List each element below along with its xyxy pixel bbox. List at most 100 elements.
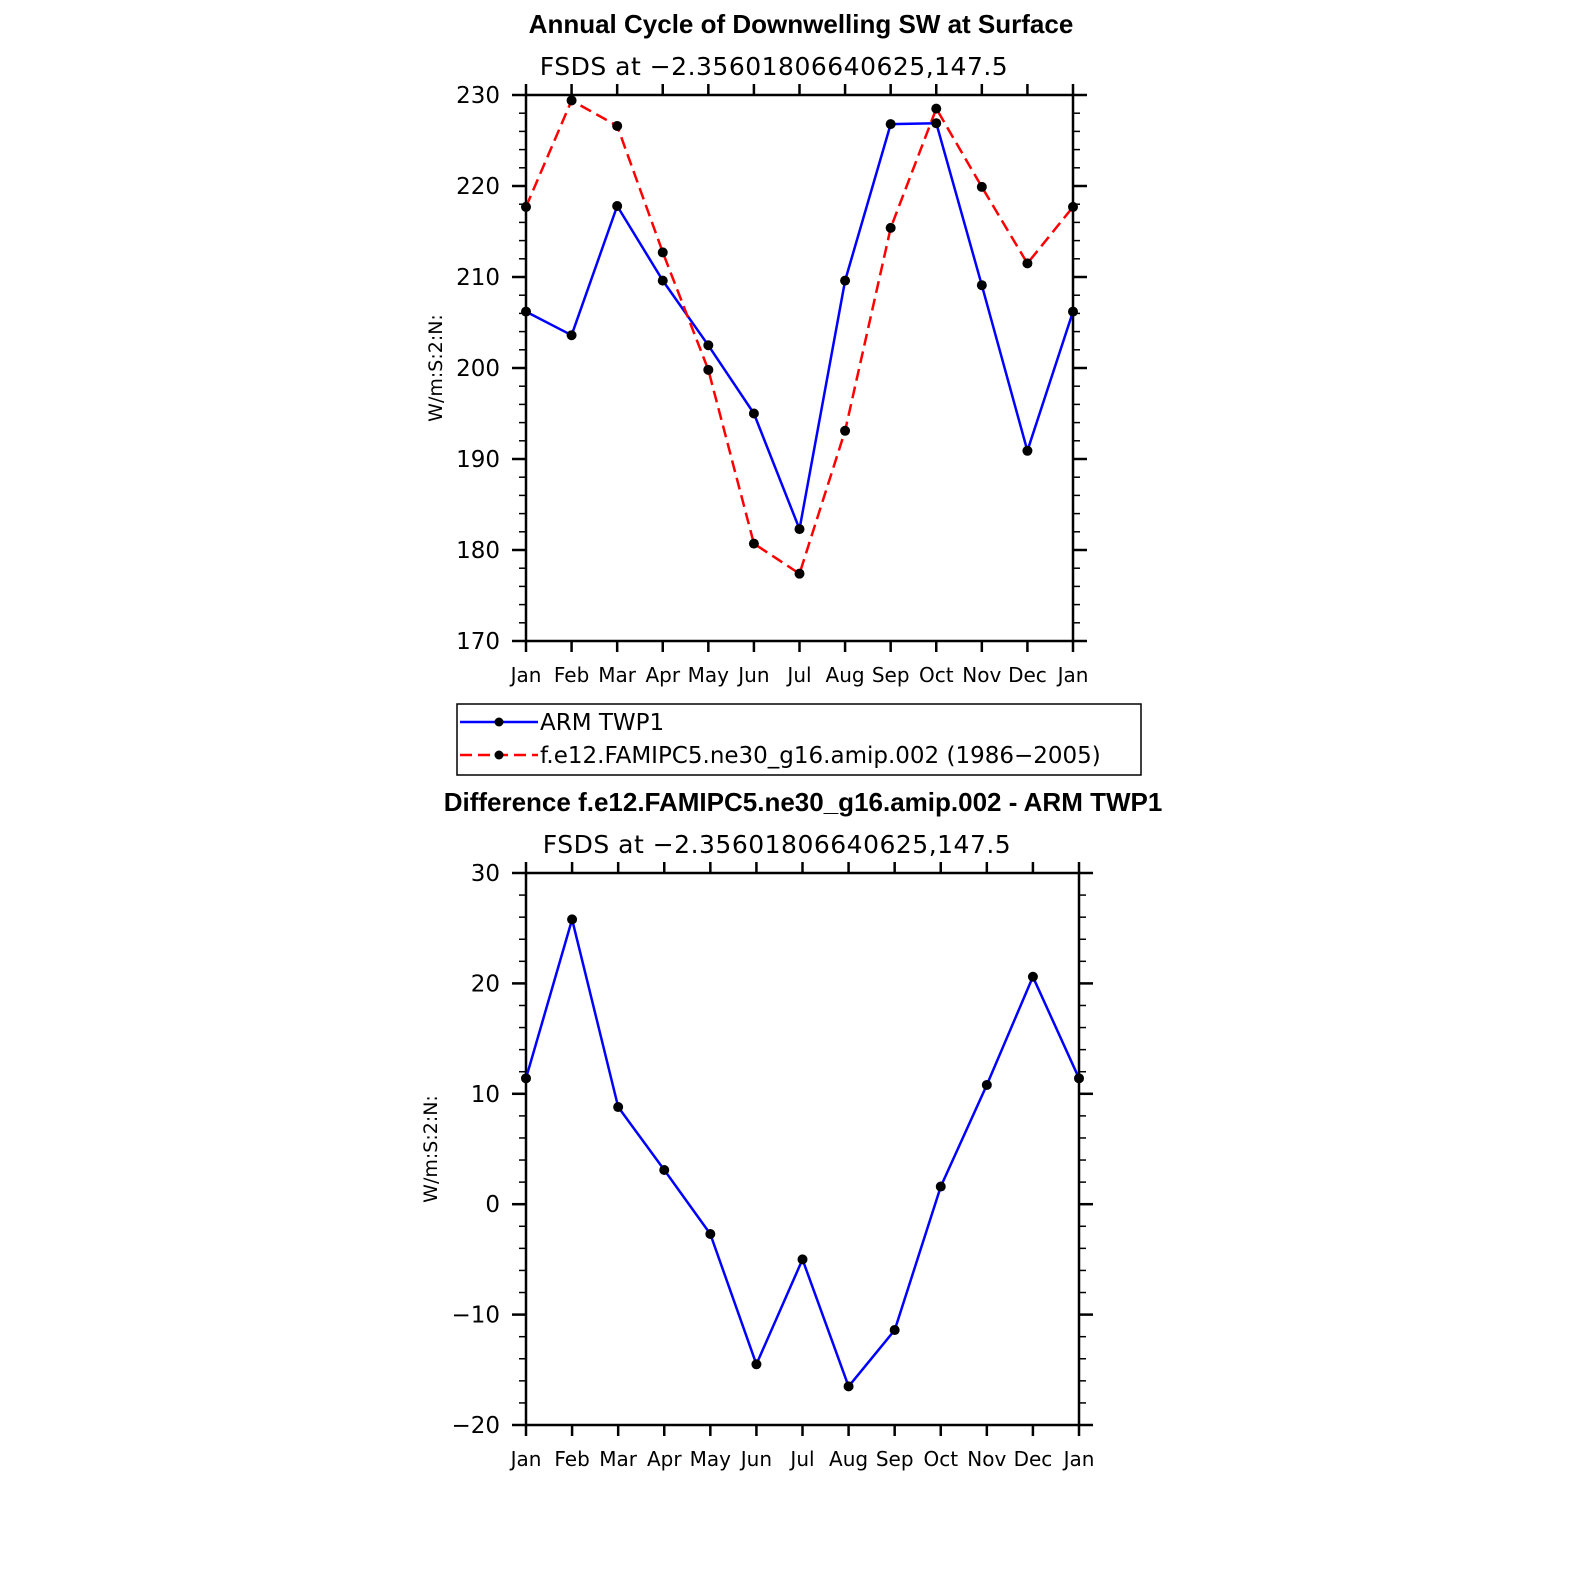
x-tick-label: Jan <box>509 663 542 687</box>
y-axis-label: W/m:S:2:N: <box>425 314 447 422</box>
x-tick-label: Jan <box>509 1447 542 1471</box>
y-tick-label: 230 <box>456 83 500 109</box>
data-point-series-0 <box>751 1359 762 1370</box>
data-point-series-0 <box>657 275 668 286</box>
y-axis-label: W/m:S:2:N: <box>420 1095 442 1203</box>
x-tick-label: Oct <box>923 1447 958 1471</box>
plot-area: −20 −10 0 10 20 30 Jan Feb Mar Apr May Jun Jul Aug Sep… <box>451 861 1094 1471</box>
series-line-0 <box>525 121 1075 531</box>
x-tick-label: Jul <box>788 1447 814 1471</box>
data-point-series-0 <box>705 1229 716 1240</box>
plot-area: 170 180 190 200 210 220 230 Jan Feb Mar Apr May Jun J… <box>456 83 1088 687</box>
x-tick-label: Jul <box>785 663 811 687</box>
x-tick-label: May <box>688 663 730 687</box>
legend-entry-arm-twp1: ARM TWP1 <box>460 710 664 736</box>
x-tick-label: Jun <box>736 663 769 687</box>
legend-label-arm-twp1: ARM TWP1 <box>540 710 664 736</box>
y-tick-label: 180 <box>456 538 500 564</box>
series-line-0 <box>524 918 1081 1388</box>
data-point-series-0 <box>1074 1073 1084 1084</box>
data-point-series-0 <box>521 1073 531 1084</box>
y-tick-label: 0 <box>485 1192 500 1218</box>
series-line-1 <box>524 99 1074 575</box>
x-tick-label: Jan <box>1056 663 1089 687</box>
chart-title: Annual Cycle of Downwelling SW at Surfac… <box>529 9 1074 39</box>
y-tick-label: 190 <box>456 447 500 473</box>
data-point-series-0 <box>935 1181 946 1192</box>
x-tick-label: Oct <box>919 663 954 687</box>
data-point-series-1 <box>612 120 623 131</box>
data-point-series-0 <box>1022 445 1033 456</box>
difference-chart: Difference f.e12.FAMIPC5.ne30_g16.amip.0… <box>420 787 1162 1471</box>
legend: ARM TWP1 f.e12.FAMIPC5.ne30_g16.amip.002… <box>456 703 1142 776</box>
data-point-series-0 <box>797 1254 808 1265</box>
data-point-series-1 <box>703 364 714 375</box>
data-point-series-1 <box>794 568 805 579</box>
y-tick-label: 210 <box>456 265 500 291</box>
data-point-series-1 <box>566 95 577 106</box>
annual-cycle-chart: Annual Cycle of Downwelling SW at Surfac… <box>425 9 1088 687</box>
x-tick-label: Jun <box>739 1447 772 1471</box>
data-point-series-0 <box>566 330 577 341</box>
x-tick-label: Jan <box>1062 1447 1095 1471</box>
plot-frame <box>524 93 1075 643</box>
data-point-series-0 <box>976 280 987 291</box>
y-tick-label: 10 <box>471 1082 500 1108</box>
data-point-series-1 <box>748 538 759 549</box>
data-point-series-0 <box>981 1079 992 1090</box>
data-point-series-1 <box>885 222 896 233</box>
x-tick-label: Aug <box>826 663 865 687</box>
legend-entry-model: f.e12.FAMIPC5.ne30_g16.amip.002 (1986−20… <box>460 743 1101 769</box>
y-tick-label: −10 <box>451 1303 500 1329</box>
data-point-series-0 <box>843 1381 854 1392</box>
x-tick-label: Apr <box>647 1447 682 1471</box>
x-tick-label: Mar <box>598 663 637 687</box>
x-tick-label: May <box>690 1447 732 1471</box>
legend-box <box>456 703 1142 776</box>
data-point-series-0 <box>659 1164 670 1175</box>
data-point-series-1 <box>1068 201 1078 212</box>
data-point-series-1 <box>976 181 987 192</box>
data-point-series-1 <box>931 103 942 114</box>
chart-subtitle: FSDS at −2.35601806640625,147.5 <box>543 830 1011 859</box>
x-tick-label: Apr <box>645 663 680 687</box>
y-tick-label: 20 <box>471 971 500 997</box>
x-tick-label: Feb <box>554 1447 589 1471</box>
x-tick-label: Dec <box>1014 1447 1053 1471</box>
data-point-series-0 <box>840 275 851 286</box>
chart-subtitle: FSDS at −2.35601806640625,147.5 <box>540 52 1008 81</box>
data-point-series-0 <box>613 1102 624 1113</box>
data-point-series-0 <box>612 201 623 212</box>
x-tick-label: Nov <box>967 1447 1006 1471</box>
x-tick-label: Sep <box>876 1447 914 1471</box>
data-point-series-0 <box>931 118 942 129</box>
data-point-series-0 <box>1027 971 1038 982</box>
legend-label-model: f.e12.FAMIPC5.ne30_g16.amip.002 (1986−20… <box>540 743 1101 769</box>
x-tick-label: Sep <box>872 663 910 687</box>
x-tick-label: Mar <box>599 1447 638 1471</box>
legend-marker-arm-twp1 <box>494 717 504 727</box>
x-tick-label: Feb <box>554 663 589 687</box>
x-tick-label: Dec <box>1008 663 1047 687</box>
x-tick-label: Nov <box>962 663 1001 687</box>
data-point-series-1 <box>1022 258 1033 269</box>
data-point-series-0 <box>703 340 714 351</box>
data-point-series-0 <box>1068 306 1078 317</box>
data-point-series-1 <box>657 247 668 258</box>
chart-title: Difference f.e12.FAMIPC5.ne30_g16.amip.0… <box>444 787 1163 817</box>
data-point-series-0 <box>794 524 805 535</box>
y-tick-label: 220 <box>456 174 500 200</box>
y-tick-label: −20 <box>451 1413 500 1439</box>
data-point-series-1 <box>840 425 851 436</box>
data-point-series-0 <box>567 914 578 925</box>
data-point-series-0 <box>748 408 759 419</box>
data-point-series-1 <box>521 201 531 212</box>
plot-frame <box>524 871 1081 1427</box>
y-tick-label: 170 <box>456 629 500 655</box>
y-tick-label: 30 <box>471 861 500 887</box>
data-point-series-0 <box>889 1325 900 1336</box>
x-tick-label: Aug <box>829 1447 868 1471</box>
y-tick-label: 200 <box>456 356 500 382</box>
data-point-series-0 <box>885 119 896 130</box>
